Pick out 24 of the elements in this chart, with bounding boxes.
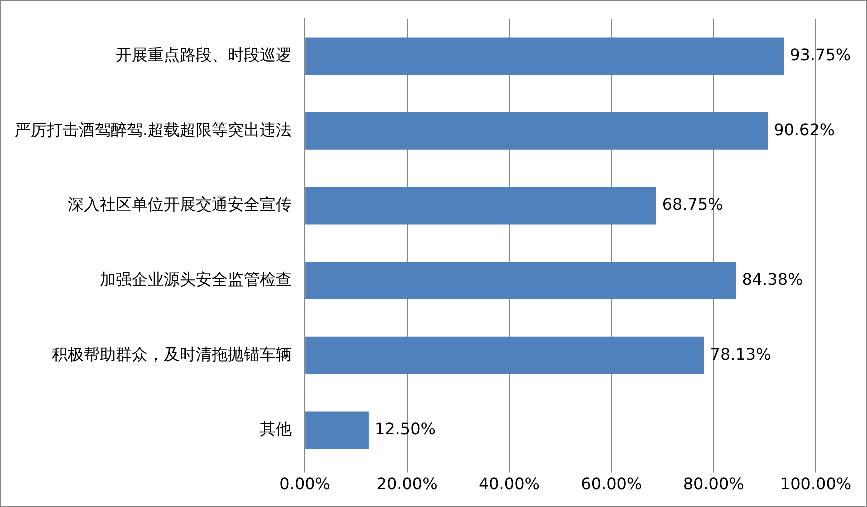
bar (306, 38, 784, 76)
data-label: 90.62% (774, 120, 836, 140)
data-label: 68.75% (662, 195, 724, 214)
x-tick-label: 60.00% (581, 474, 642, 494)
y-tick-label: 积极帮助群众，及时清拖抛锚车辆 (52, 344, 292, 364)
x-tick-label: 20.00% (376, 474, 438, 494)
bar (306, 187, 656, 225)
y-tick-label: 严厉打击酒驾醉驾.超载超限等突出违法 (14, 120, 292, 140)
data-label: 84.38% (742, 270, 804, 289)
bar (306, 412, 369, 450)
bar (306, 336, 704, 374)
data-label: 93.75% (790, 46, 852, 65)
y-tick-label: 开展重点路段、时段巡逻 (116, 46, 292, 65)
y-tick-label: 深入社区单位开展交通安全宣传 (68, 195, 292, 214)
x-tick-label: 100.00% (780, 474, 852, 494)
bar (306, 262, 736, 300)
y-tick-label: 其他 (260, 420, 292, 439)
x-tick-label: 40.00% (478, 474, 540, 494)
data-label: 78.13% (710, 344, 772, 364)
x-tick-label: 80.00% (683, 474, 744, 494)
data-label: 12.50% (374, 420, 436, 439)
bar (306, 112, 768, 150)
y-tick-label: 加强企业源头安全监管检查 (100, 270, 292, 289)
x-tick-label: 0.00% (280, 474, 330, 494)
